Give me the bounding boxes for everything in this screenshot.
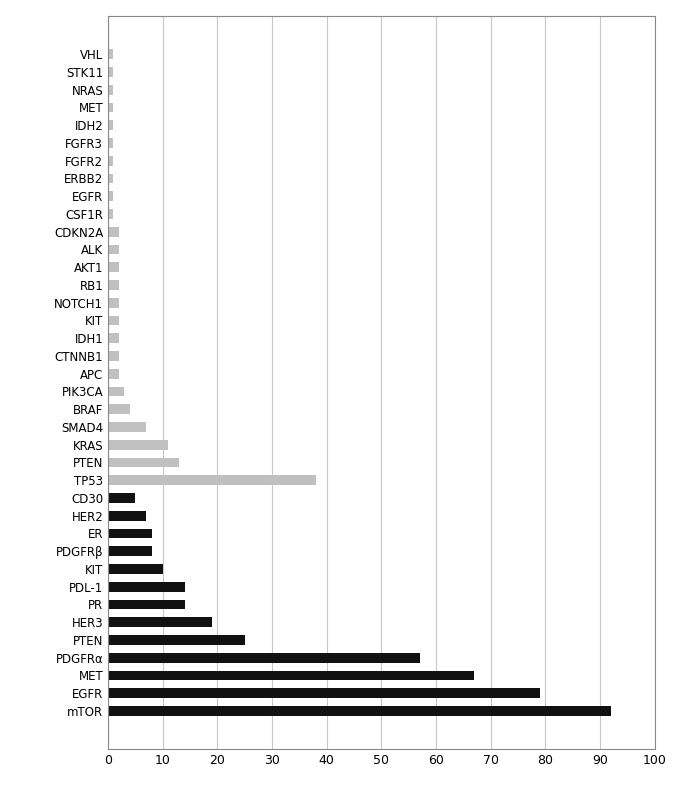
Bar bbox=[108, 706, 611, 716]
Bar bbox=[108, 84, 113, 95]
Bar bbox=[108, 599, 184, 610]
Bar bbox=[108, 316, 119, 325]
Bar bbox=[108, 333, 119, 343]
Bar bbox=[108, 546, 152, 556]
Bar bbox=[108, 387, 124, 396]
Bar bbox=[108, 670, 475, 681]
Bar bbox=[108, 457, 179, 467]
Bar bbox=[108, 227, 119, 237]
Bar bbox=[108, 351, 119, 361]
Bar bbox=[108, 564, 163, 574]
Bar bbox=[108, 298, 119, 308]
Bar bbox=[108, 440, 168, 450]
Bar bbox=[108, 49, 113, 59]
Bar bbox=[108, 262, 119, 272]
Bar bbox=[108, 511, 146, 520]
Bar bbox=[108, 67, 113, 77]
Bar bbox=[108, 404, 130, 414]
Bar bbox=[108, 209, 113, 219]
Bar bbox=[108, 245, 119, 254]
Bar bbox=[108, 155, 113, 166]
Bar bbox=[108, 528, 152, 538]
Bar bbox=[108, 103, 113, 112]
Bar bbox=[108, 280, 119, 290]
Bar bbox=[108, 653, 420, 662]
Bar bbox=[108, 422, 146, 432]
Bar bbox=[108, 618, 212, 627]
Bar bbox=[108, 191, 113, 201]
Bar bbox=[108, 582, 184, 591]
Bar bbox=[108, 138, 113, 147]
Bar bbox=[108, 369, 119, 379]
Bar bbox=[108, 120, 113, 130]
Bar bbox=[108, 635, 244, 645]
Bar bbox=[108, 475, 316, 485]
Bar bbox=[108, 689, 540, 698]
Bar bbox=[108, 174, 113, 183]
Bar bbox=[108, 493, 135, 503]
